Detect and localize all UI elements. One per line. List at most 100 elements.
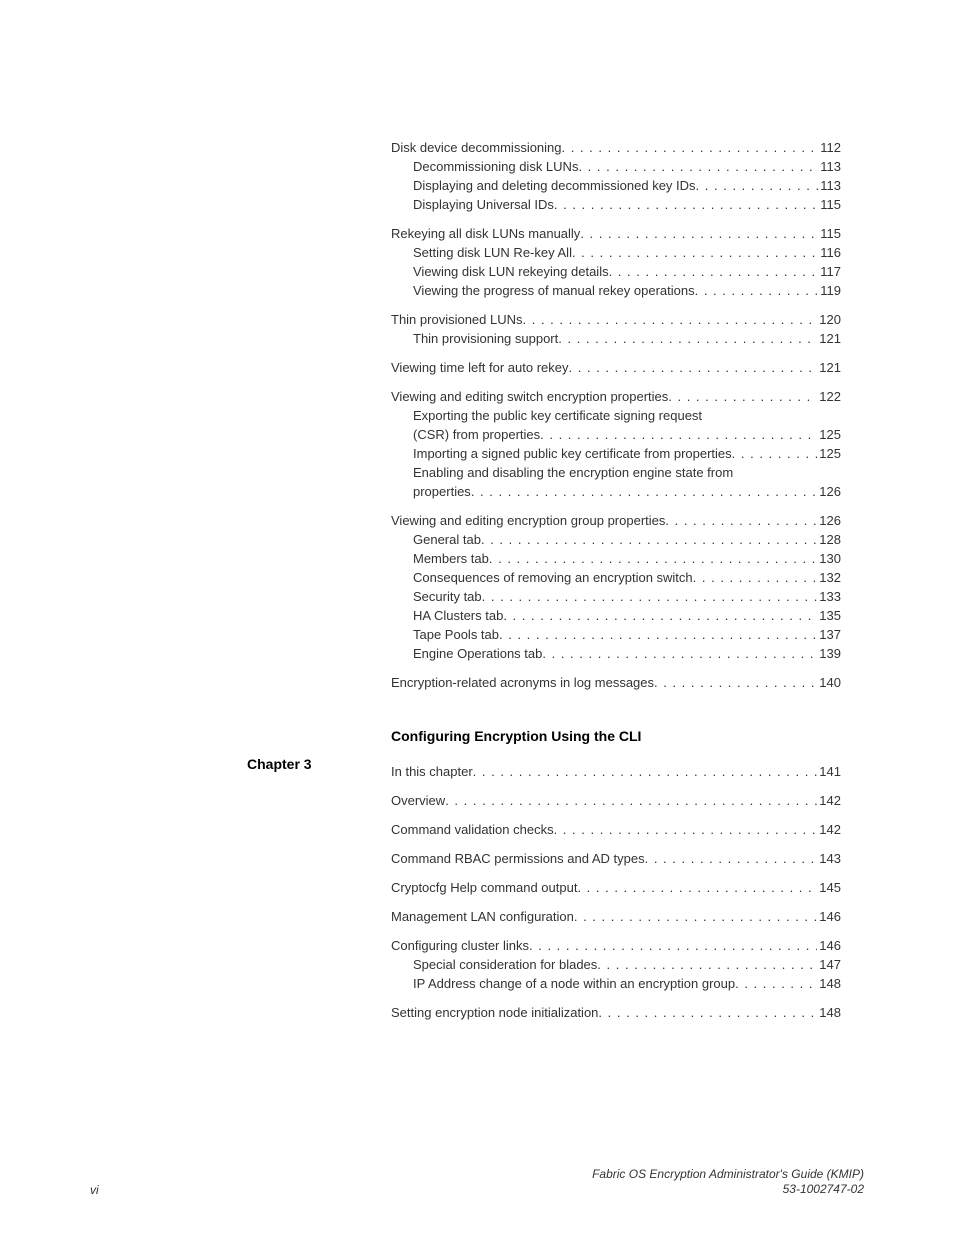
toc-leader-dots	[471, 482, 817, 501]
toc-group: Rekeying all disk LUNs manually 115Setti…	[391, 224, 841, 300]
toc-entry[interactable]: Management LAN configuration 146	[391, 907, 841, 926]
toc-subentry[interactable]: Exporting the public key certificate sig…	[391, 406, 841, 425]
toc-entry-page: 132	[817, 568, 841, 587]
toc-group: Configuring cluster links 146Special con…	[391, 936, 841, 993]
toc-entry-page: 133	[817, 587, 841, 606]
toc-entry-page: 119	[818, 281, 841, 300]
toc-entry[interactable]: Encryption-related acronyms in log messa…	[391, 673, 841, 692]
toc-entry[interactable]: Command validation checks 142	[391, 820, 841, 839]
toc-entry[interactable]: Viewing and editing switch encryption pr…	[391, 387, 841, 406]
toc-entry-page: 135	[817, 606, 841, 625]
toc-entry[interactable]: Command RBAC permissions and AD types 14…	[391, 849, 841, 868]
toc-entry-label: Decommissioning disk LUNs	[413, 157, 578, 176]
toc-subentry[interactable]: (CSR) from properties 125	[391, 425, 841, 444]
toc-group: Cryptocfg Help command output 145	[391, 878, 841, 897]
toc-leader-dots	[473, 762, 818, 781]
toc-leader-dots	[554, 820, 818, 839]
toc-leader-dots	[562, 138, 819, 157]
toc-entry-page: 143	[817, 849, 841, 868]
toc-entry-page: 128	[817, 530, 841, 549]
toc-entry[interactable]: Thin provisioned LUNs 120	[391, 310, 841, 329]
toc-leader-dots	[654, 673, 817, 692]
toc-subentry[interactable]: Tape Pools tab 137	[391, 625, 841, 644]
toc-group: Command RBAC permissions and AD types 14…	[391, 849, 841, 868]
toc-entry-page: 113	[818, 157, 841, 176]
toc-subentry[interactable]: HA Clusters tab 135	[391, 606, 841, 625]
toc-subentry[interactable]: IP Address change of a node within an en…	[391, 974, 841, 993]
toc-subentry[interactable]: Engine Operations tab 139	[391, 644, 841, 663]
toc-group: Management LAN configuration 146	[391, 907, 841, 926]
toc-entry-page: 126	[817, 511, 841, 530]
toc-entry-label: Members tab	[413, 549, 489, 568]
toc-subentry[interactable]: Viewing the progress of manual rekey ope…	[391, 281, 841, 300]
toc-subentry[interactable]: Members tab 130	[391, 549, 841, 568]
toc-subentry[interactable]: Consequences of removing an encryption s…	[391, 568, 841, 587]
toc-entry-label: Consequences of removing an encryption s…	[413, 568, 693, 587]
toc-entry-page: 142	[817, 820, 841, 839]
toc-entry-label: Viewing and editing encryption group pro…	[391, 511, 665, 530]
toc-group: Encryption-related acronyms in log messa…	[391, 673, 841, 692]
toc-entry-page: 145	[817, 878, 841, 897]
toc-entry-page: 125	[817, 444, 841, 463]
toc-entry-page: 140	[817, 673, 841, 692]
toc-entry-page: 112	[818, 138, 841, 157]
toc-subentry[interactable]: properties 126	[391, 482, 841, 501]
toc-subentry[interactable]: Thin provisioning support 121	[391, 329, 841, 348]
toc-entry-page: 139	[817, 644, 841, 663]
toc-leader-dots	[558, 329, 817, 348]
footer-title-line2: 53-1002747-02	[592, 1182, 864, 1197]
toc-entry-label: IP Address change of a node within an en…	[413, 974, 735, 993]
toc-entry[interactable]: Rekeying all disk LUNs manually 115	[391, 224, 841, 243]
toc-leader-dots	[609, 262, 819, 281]
toc-leader-dots	[529, 936, 817, 955]
toc-subentry[interactable]: General tab 128	[391, 530, 841, 549]
toc-entry-label: Displaying and deleting decommissioned k…	[413, 176, 696, 195]
toc-entry[interactable]: Overview 142	[391, 791, 841, 810]
toc-subentry[interactable]: Setting disk LUN Re-key All 116	[391, 243, 841, 262]
toc-subentry[interactable]: Importing a signed public key certificat…	[391, 444, 841, 463]
toc-subentry[interactable]: Decommissioning disk LUNs 113	[391, 157, 841, 176]
toc-entry-label: Rekeying all disk LUNs manually	[391, 224, 580, 243]
page-container: Disk device decommissioning 112Decommiss…	[0, 0, 954, 1235]
toc-entry[interactable]: Viewing time left for auto rekey 121	[391, 358, 841, 377]
toc-leader-dots	[578, 157, 818, 176]
toc-leader-dots	[523, 310, 818, 329]
toc-leader-dots	[693, 568, 818, 587]
toc-leader-dots	[732, 444, 818, 463]
toc-entry[interactable]: Cryptocfg Help command output 145	[391, 878, 841, 897]
toc-entry[interactable]: Setting encryption node initialization 1…	[391, 1003, 841, 1022]
toc-leader-dots	[696, 176, 819, 195]
toc-entry-label: Displaying Universal IDs	[413, 195, 554, 214]
toc-group: Overview 142	[391, 791, 841, 810]
toc-entry-label: Tape Pools tab	[413, 625, 499, 644]
toc-subentry[interactable]: Viewing disk LUN rekeying details 117	[391, 262, 841, 281]
toc-subentry[interactable]: Displaying Universal IDs 115	[391, 195, 841, 214]
toc-entry-page: 146	[817, 907, 841, 926]
toc-group: Viewing and editing encryption group pro…	[391, 511, 841, 663]
toc-leader-dots	[540, 425, 817, 444]
toc-entry-label: Thin provisioned LUNs	[391, 310, 523, 329]
toc-subentry[interactable]: Security tab 133	[391, 587, 841, 606]
toc-content: Disk device decommissioning 112Decommiss…	[391, 138, 841, 1032]
toc-entry[interactable]: Viewing and editing encryption group pro…	[391, 511, 841, 530]
toc-subentry[interactable]: Enabling and disabling the encryption en…	[391, 463, 841, 482]
toc-entry-label: Importing a signed public key certificat…	[413, 444, 732, 463]
toc-leader-dots	[503, 606, 817, 625]
toc-entry-page: 117	[818, 262, 841, 281]
toc-entry-label: Setting encryption node initialization	[391, 1003, 598, 1022]
toc-entry-label: Viewing time left for auto rekey	[391, 358, 569, 377]
toc-entry-label: Viewing disk LUN rekeying details	[413, 262, 609, 281]
toc-entry[interactable]: Disk device decommissioning 112	[391, 138, 841, 157]
toc-leader-dots	[554, 195, 818, 214]
toc-entry[interactable]: In this chapter 141	[391, 762, 841, 781]
toc-leader-dots	[569, 358, 818, 377]
toc-leader-dots	[735, 974, 817, 993]
toc-entry-page: 125	[817, 425, 841, 444]
toc-subentry[interactable]: Special consideration for blades 147	[391, 955, 841, 974]
toc-entry[interactable]: Configuring cluster links 146	[391, 936, 841, 955]
toc-entry-label: (CSR) from properties	[413, 425, 540, 444]
toc-subentry[interactable]: Displaying and deleting decommissioned k…	[391, 176, 841, 195]
toc-entry-page: 122	[817, 387, 841, 406]
toc-entry-page: 146	[817, 936, 841, 955]
toc-entry-page: 130	[817, 549, 841, 568]
